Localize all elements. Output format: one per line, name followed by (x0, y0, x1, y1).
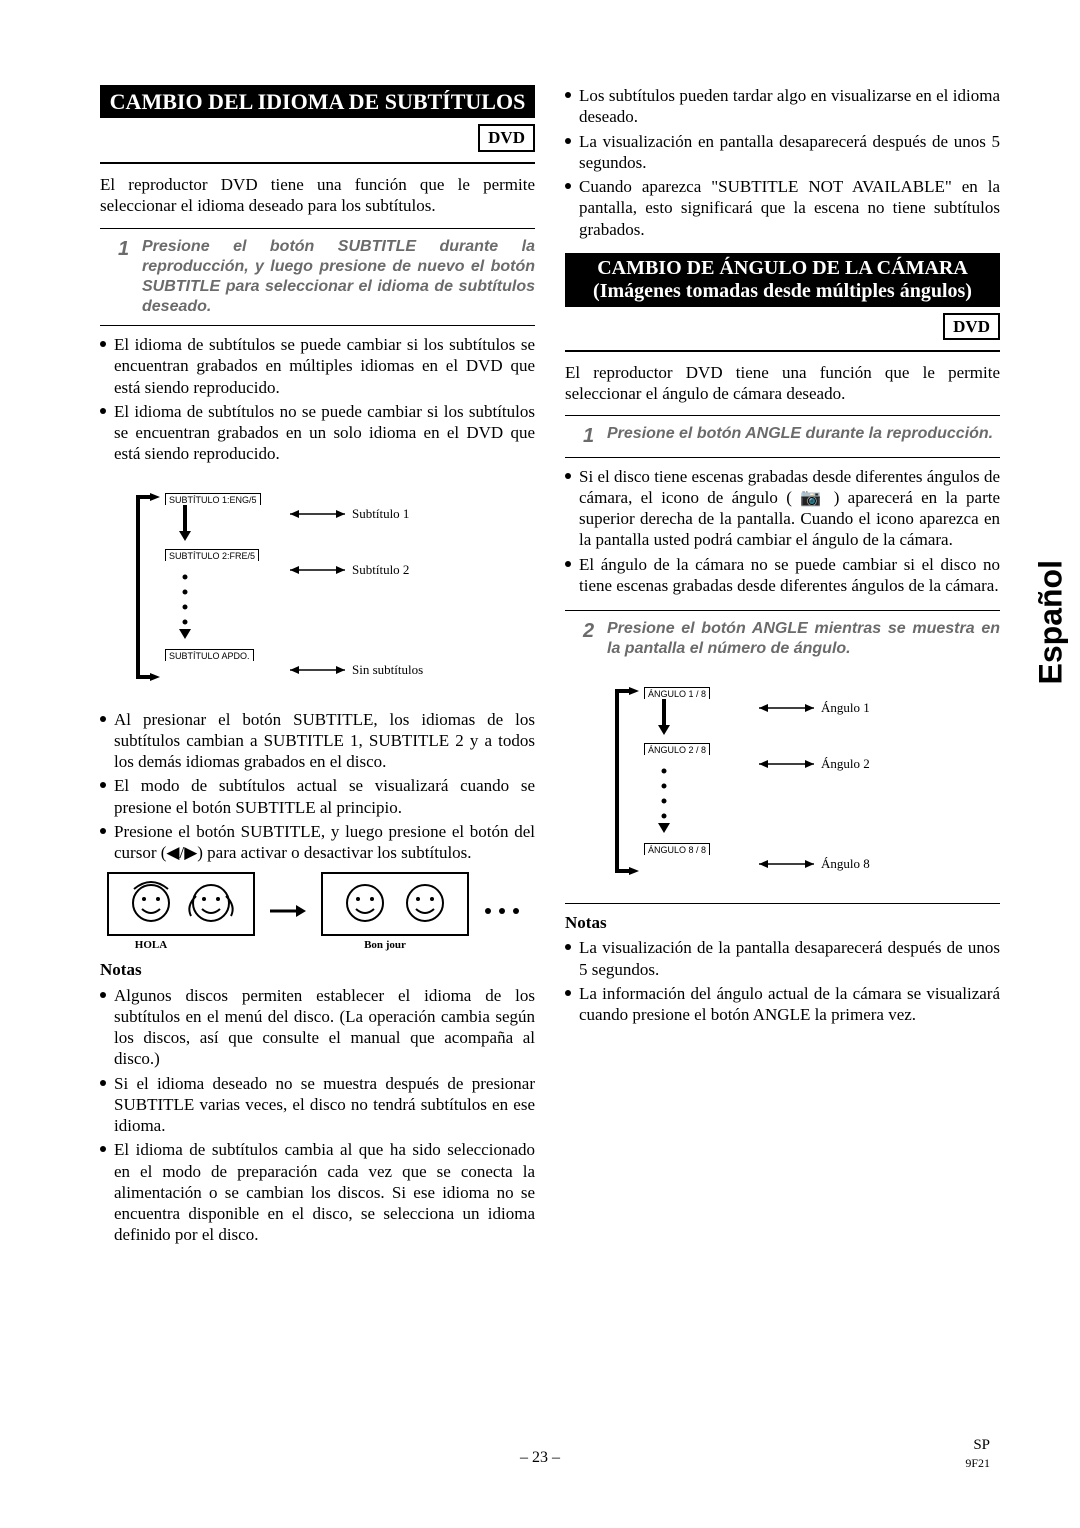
svg-text:Ángulo 2: Ángulo 2 (821, 756, 870, 771)
right-column: Los subtítulos pueden tardar algo en vis… (565, 85, 1000, 1249)
left-notes-title: Notas (100, 959, 535, 980)
right-section-header: CAMBIO DE ÁNGULO DE LA CÁMARA (Imágenes … (565, 253, 1000, 307)
right-notes: La visualización de la pantalla desapare… (565, 937, 1000, 1025)
left-bullets-b: Al presionar el botón SUBTITLE, los idio… (100, 709, 535, 864)
left-column: CAMBIO DEL IDIOMA DE SUBTÍTULOS DVD El r… (100, 85, 535, 1249)
svg-text:Sin subtítulos: Sin subtítulos (352, 662, 423, 677)
dvd-badge: DVD (478, 124, 535, 151)
svg-text:Subtítulo 2: Subtítulo 2 (352, 562, 409, 577)
left-notes: Algunos discos permiten establecer el id… (100, 985, 535, 1246)
page-number: – 23 – (0, 1448, 1080, 1468)
subtitle-diagram: SUBTÍTULO 1:ENG/5 Subtítulo 1 SUBTÍTULO … (130, 477, 535, 697)
footer-code: SP 9F21 (965, 1436, 990, 1474)
svg-text:Bon jour: Bon jour (364, 939, 406, 951)
right-step-2: 2 Presione el botón ANGLE mientras se mu… (583, 619, 1000, 659)
right-notes-title: Notas (565, 912, 1000, 933)
right-intro: El reproductor DVD tiene una función que… (565, 362, 1000, 405)
language-tab: Español (1030, 560, 1070, 684)
svg-text:HOLA: HOLA (135, 939, 167, 951)
svg-text:Ángulo 8: Ángulo 8 (821, 856, 870, 871)
svg-text:Ángulo 1: Ángulo 1 (821, 700, 870, 715)
subtitle-face-illustration: HOLA Bon jour (106, 871, 535, 951)
left-step-1: 1 Presione el botón SUBTITLE durante la … (118, 237, 535, 317)
angle-diagram: ÁNGULO 1 / 8 Ángulo 1 ÁNGULO 2 / 8 Ángul… (609, 671, 1000, 891)
dvd-badge: DVD (943, 313, 1000, 340)
right-bullets-a: Si el disco tiene escenas grabadas desde… (565, 466, 1000, 597)
right-top-bullets: Los subtítulos pueden tardar algo en vis… (565, 85, 1000, 240)
left-bullets-a: El idioma de subtítulos se puede cambiar… (100, 334, 535, 465)
right-step-1: 1 Presione el botón ANGLE durante la rep… (583, 424, 1000, 449)
svg-text:Subtítulo 1: Subtítulo 1 (352, 506, 409, 521)
left-section-header: CAMBIO DEL IDIOMA DE SUBTÍTULOS (100, 85, 535, 118)
left-intro: El reproductor DVD tiene una función que… (100, 174, 535, 217)
